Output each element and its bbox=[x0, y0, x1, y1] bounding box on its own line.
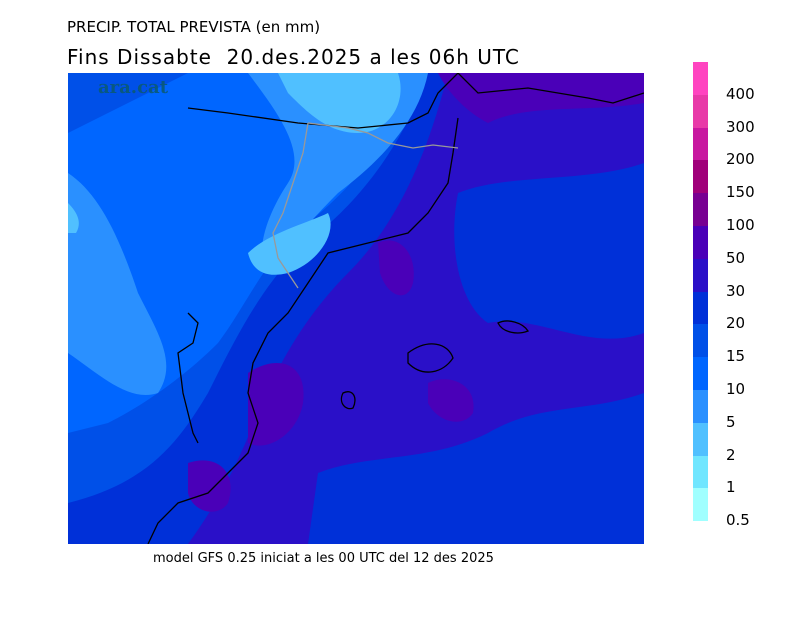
legend-swatch bbox=[693, 225, 708, 259]
legend-swatch bbox=[693, 422, 708, 456]
field-2-5-c bbox=[68, 203, 79, 233]
legend-label: 15 bbox=[726, 347, 746, 366]
map-title: PRECIP. TOTAL PREVISTA (en mm) bbox=[67, 18, 321, 36]
legend-label: 30 bbox=[726, 281, 746, 300]
legend-swatch bbox=[693, 193, 708, 226]
field-2-5-b bbox=[248, 213, 331, 275]
legend-swatch bbox=[693, 357, 708, 390]
precipitation-map bbox=[68, 73, 644, 544]
field-50-100-c bbox=[248, 363, 304, 446]
legend-swatch bbox=[693, 127, 708, 161]
legend-label: 10 bbox=[726, 380, 746, 398]
legend-label: 50 bbox=[726, 248, 746, 267]
legend-swatch bbox=[693, 160, 708, 194]
legend-label: 150 bbox=[726, 183, 755, 202]
legend-swatch bbox=[693, 488, 708, 522]
model-run-caption: model GFS 0.25 iniciat a les 00 UTC del … bbox=[153, 551, 494, 566]
legend-label: 0.5 bbox=[726, 511, 750, 530]
legend-swatch bbox=[693, 258, 708, 292]
field-2-5 bbox=[278, 73, 401, 133]
legend-swatch bbox=[693, 94, 708, 128]
legend-swatch bbox=[693, 324, 708, 358]
legend-swatch bbox=[693, 291, 708, 325]
legend-label: 200 bbox=[726, 150, 755, 169]
legend-label: 1 bbox=[726, 478, 736, 497]
field-20-30-south bbox=[308, 393, 644, 544]
border-lines bbox=[272, 122, 459, 289]
legend-label: 20 bbox=[726, 314, 746, 333]
field-20-30-east bbox=[454, 163, 644, 339]
field-50-100-e bbox=[188, 460, 231, 512]
coastline bbox=[147, 73, 644, 544]
legend-label: 300 bbox=[726, 117, 755, 136]
legend-swatch bbox=[693, 455, 708, 489]
legend-swatch bbox=[693, 389, 708, 423]
color-legend bbox=[693, 62, 708, 522]
map-subtitle: Fins Dissabte 20.des.2025 a les 06h UTC bbox=[67, 45, 520, 69]
field-50-100-b bbox=[378, 240, 414, 296]
legend-label: 5 bbox=[726, 412, 736, 431]
field-50-100-a bbox=[438, 73, 644, 123]
legend-swatch bbox=[693, 62, 708, 95]
field-50-100-d bbox=[428, 379, 474, 422]
field-5-10-west bbox=[68, 173, 167, 395]
legend-label: 2 bbox=[726, 445, 736, 464]
legend-label: 100 bbox=[726, 216, 755, 234]
legend-label: 400 bbox=[726, 84, 755, 103]
watermark-logo: ara.cat bbox=[98, 77, 169, 98]
